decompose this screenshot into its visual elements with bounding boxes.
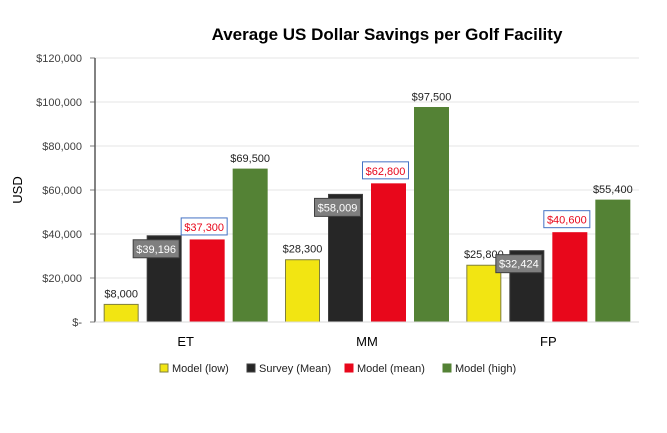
x-category-label: MM [356,334,378,349]
bar-model-mean-mm [371,183,406,323]
bar-model-mean-fp [552,232,588,323]
legend-swatch-icon [246,363,256,373]
bar-model-high-et [232,168,268,323]
data-label-box [495,254,543,274]
y-tick-label: $120,000 [36,53,82,65]
bars [103,107,631,323]
bar-model-high-mm [414,107,449,323]
y-tick-label: $100,000 [36,97,82,109]
x-axis-categories: ET MM FP [177,334,556,349]
chart-title: Average US Dollar Savings per Golf Facil… [212,25,563,44]
data-label: $58,009 [318,202,358,214]
data-label-box [543,210,591,229]
data-label: $97,500 [412,92,452,104]
data-label: $8,000 [104,288,138,300]
data-label: $39,196 [136,244,176,256]
bar-model-low-fp [466,264,502,323]
y-tick-label: $40,000 [42,229,82,241]
data-label: $25,800 [464,249,504,261]
legend: Model (low) Survey (Mean) Model (mean) Mode… [159,363,516,375]
data-label-box [362,161,409,180]
y-tick-label: $60,000 [42,185,82,197]
y-tick-label: $20,000 [42,273,82,285]
data-label: $40,600 [547,215,587,227]
bar-model-mean-et [189,239,225,323]
data-label: $69,500 [230,153,270,165]
y-axis-label: USD [10,176,25,203]
legend-entry: Model (mean) [357,363,425,375]
data-label-box [314,197,361,217]
legend-swatch-icon [159,363,169,373]
legend-entry: Model (low) [172,363,229,375]
data-label: $28,300 [283,244,323,256]
x-category-label: FP [540,334,557,349]
legend-swatch-icon [442,363,452,373]
x-category-label: ET [177,334,194,349]
bar-model-low-mm [285,259,320,323]
y-tick-label: $- [72,317,82,329]
data-label: $37,300 [184,222,224,234]
data-label-box [180,217,228,236]
legend-entry: Model (high) [455,363,516,375]
data-label: $62,800 [366,166,406,178]
data-label-box [132,239,180,259]
data-label: $32,424 [499,259,539,271]
y-axis-ticks: $- $20,000 $40,000 $60,000 $80,000 $100,000 $1… [36,53,95,329]
axes [94,58,639,323]
bar-model-low-et [103,303,139,323]
legend-swatch-icon [344,363,354,373]
data-labels: $8,000 $39,196 $37,300 $69,500 $28,300 $58,00… [104,92,632,301]
data-label: $55,400 [593,184,633,196]
bar-model-high-fp [595,199,631,323]
y-tick-label: $80,000 [42,141,82,153]
legend-entry: Survey (Mean) [259,363,331,375]
